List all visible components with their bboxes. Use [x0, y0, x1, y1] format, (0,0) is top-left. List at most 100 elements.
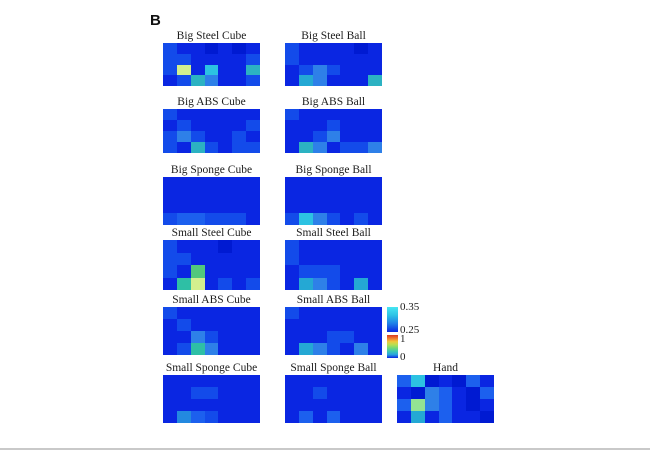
heatmap-cell — [246, 43, 260, 54]
heatmap-cell — [452, 375, 467, 387]
heatmap-cell — [176, 120, 191, 131]
heatmap-cell — [285, 53, 299, 65]
heatmap-cell — [204, 319, 219, 331]
heatmap-cell — [232, 142, 247, 153]
heatmap-cell — [232, 213, 247, 225]
heatmap-cell — [326, 43, 341, 54]
heatmap-cell — [163, 319, 177, 331]
heatmap-cell — [312, 252, 327, 265]
heatmap-cell — [204, 375, 219, 387]
heatmap-cell — [298, 319, 313, 331]
heatmap-cell — [340, 387, 355, 399]
heatmap-cell — [176, 375, 191, 387]
heatmap-cell — [190, 75, 205, 86]
heatmap-cell — [176, 343, 191, 355]
heatmap-cell — [285, 252, 299, 265]
heatmap-cell — [354, 213, 369, 225]
heatmap-cell — [368, 331, 382, 343]
heatmap-cell — [480, 399, 494, 411]
heatmap-cell — [298, 252, 313, 265]
heatmap-cell — [232, 343, 247, 355]
heatmap-cell — [204, 240, 219, 253]
heatmap-cell — [312, 53, 327, 65]
heatmap-panel-small-steel-cube: Small Steel Cube — [163, 227, 260, 290]
heatmap-cell — [326, 277, 341, 290]
heatmap-cell — [246, 240, 260, 253]
heatmap-cell — [163, 189, 177, 201]
figure-bottom-border — [0, 448, 650, 450]
heatmap-cell — [176, 331, 191, 343]
heatmap-cell — [326, 399, 341, 411]
heatmap-cell — [452, 387, 467, 399]
heatmap-cell — [354, 252, 369, 265]
heatmap-title: Small Sponge Cube — [165, 362, 258, 374]
heatmap-cell — [340, 411, 355, 423]
heatmap-cell — [163, 142, 177, 153]
heatmap-cell — [438, 411, 453, 423]
heatmap-cell — [285, 189, 299, 201]
heatmap-cell — [285, 240, 299, 253]
heatmap-cell — [452, 399, 467, 411]
heatmap-cell — [218, 189, 233, 201]
heatmap-cell — [190, 399, 205, 411]
heatmap-cell — [204, 64, 219, 76]
heatmap-cell — [190, 120, 205, 131]
heatmap-cell — [326, 375, 341, 387]
colorbar-label-0-25: 0.25 — [400, 324, 420, 336]
heatmap-cell — [298, 142, 313, 153]
heatmap-cell — [312, 265, 327, 278]
heatmap-cell — [298, 64, 313, 76]
heatmap-cell — [218, 277, 233, 290]
heatmap-cell — [298, 53, 313, 65]
heatmap-cell — [218, 142, 233, 153]
heatmap-cell — [368, 265, 382, 278]
heatmap-cell — [246, 319, 260, 331]
heatmap-cell — [218, 109, 233, 120]
heatmap-cell — [176, 43, 191, 54]
heatmap-cell — [232, 75, 247, 86]
heatmap-cell — [298, 75, 313, 86]
heatmap-cell — [218, 307, 233, 319]
panel-label: B — [150, 12, 161, 29]
heatmap-cell — [204, 252, 219, 265]
heatmap-cells — [163, 307, 260, 355]
heatmap-cell — [354, 177, 369, 189]
heatmap-cell — [326, 109, 341, 120]
heatmap-cell — [285, 201, 299, 213]
heatmap-cell — [368, 319, 382, 331]
heatmap-cell — [354, 343, 369, 355]
heatmap-cell — [340, 120, 355, 131]
heatmap-cell — [204, 120, 219, 131]
heatmap-cell — [326, 319, 341, 331]
heatmap-cell — [298, 189, 313, 201]
heatmap-title: Small Steel Cube — [171, 227, 252, 239]
heatmap-cell — [397, 399, 411, 411]
heatmap-cell — [424, 411, 439, 423]
heatmap-cell — [218, 265, 233, 278]
heatmap-cell — [163, 307, 177, 319]
heatmap-cell — [312, 387, 327, 399]
heatmap-cell — [326, 142, 341, 153]
heatmap-cell — [354, 131, 369, 142]
heatmap-cell — [424, 387, 439, 399]
heatmap-cell — [204, 75, 219, 86]
heatmap-cell — [340, 343, 355, 355]
heatmap-cell — [354, 75, 369, 86]
heatmap-cell — [312, 319, 327, 331]
heatmap-cell — [326, 75, 341, 86]
heatmap-cell — [312, 131, 327, 142]
heatmap-cell — [285, 277, 299, 290]
heatmap-cell — [218, 399, 233, 411]
heatmap-cell — [312, 201, 327, 213]
heatmap-cells — [163, 43, 260, 86]
heatmap-title: Big Steel Ball — [301, 30, 366, 42]
heatmap-cell — [326, 265, 341, 278]
heatmap-cells — [285, 375, 382, 423]
heatmap-panel-big-steel-cube: Big Steel Cube — [163, 30, 260, 86]
heatmap-cell — [190, 189, 205, 201]
heatmap-cell — [368, 201, 382, 213]
heatmap-panel-hand: Hand — [397, 362, 494, 423]
heatmap-cell — [176, 411, 191, 423]
heatmap-cell — [312, 189, 327, 201]
